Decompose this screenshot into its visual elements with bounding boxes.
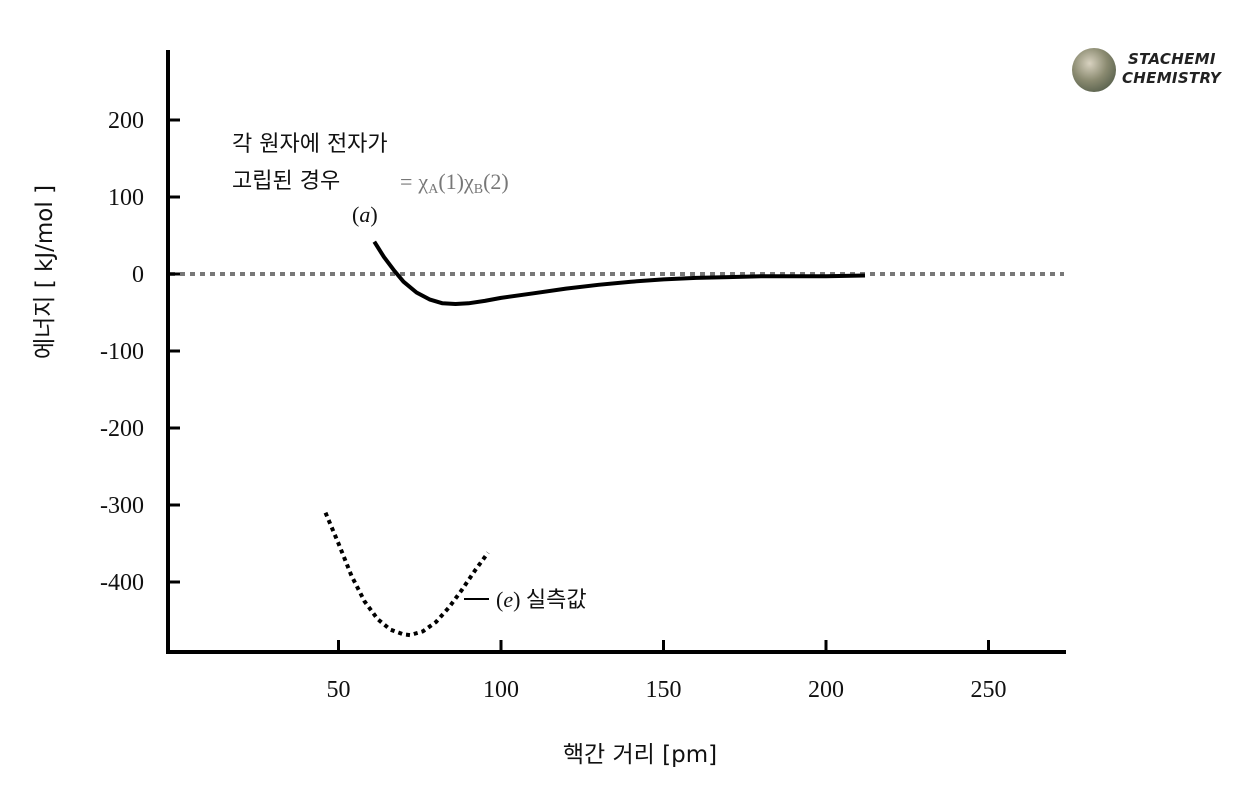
annotation-a-line1: 각 원자에 전자가 bbox=[232, 132, 388, 157]
x-axis-title: 핵간 거리 [pm] bbox=[563, 742, 717, 768]
x-tick-label: 250 bbox=[971, 677, 1007, 703]
x-tick-label: 50 bbox=[327, 677, 351, 703]
y-tick-label: -200 bbox=[100, 416, 144, 442]
y-tick-label: -300 bbox=[100, 493, 144, 519]
series-e-label-letter: e bbox=[503, 587, 513, 612]
series-e-line bbox=[323, 511, 490, 638]
y-tick-label: 0 bbox=[132, 262, 144, 288]
stachemi-logo: STACHEMI CHEMISTRY bbox=[1072, 46, 1242, 96]
x-tick-label: 150 bbox=[646, 677, 682, 703]
series-e-label: (e) 실측값 bbox=[496, 587, 587, 613]
logo-line2: CHEMISTRY bbox=[1122, 69, 1222, 87]
series-e-label-text: 실측값 bbox=[526, 588, 587, 613]
logo-line1: STACHEMI bbox=[1128, 50, 1216, 68]
series-a-label: (a) bbox=[352, 202, 378, 227]
annotation-a-line2: 고립된 경우 bbox=[232, 169, 340, 194]
y-tick-label: -400 bbox=[100, 570, 144, 596]
annotation-a-formula: = χA(1)χB(2) bbox=[400, 169, 509, 197]
series-a-line bbox=[372, 240, 866, 306]
logo-text: STACHEMI CHEMISTRY bbox=[1122, 50, 1221, 88]
x-tick-label: 200 bbox=[808, 677, 844, 703]
y-tick-label: -100 bbox=[100, 339, 144, 365]
y-tick-label: 200 bbox=[108, 108, 144, 134]
logo-emblem-icon bbox=[1072, 48, 1116, 92]
y-tick-label: 100 bbox=[108, 185, 144, 211]
x-tick-label: 100 bbox=[483, 677, 519, 703]
y-axis-title: 에너지 [ kJ/mol ] bbox=[32, 185, 58, 359]
series-a-label-letter: a bbox=[359, 202, 370, 227]
